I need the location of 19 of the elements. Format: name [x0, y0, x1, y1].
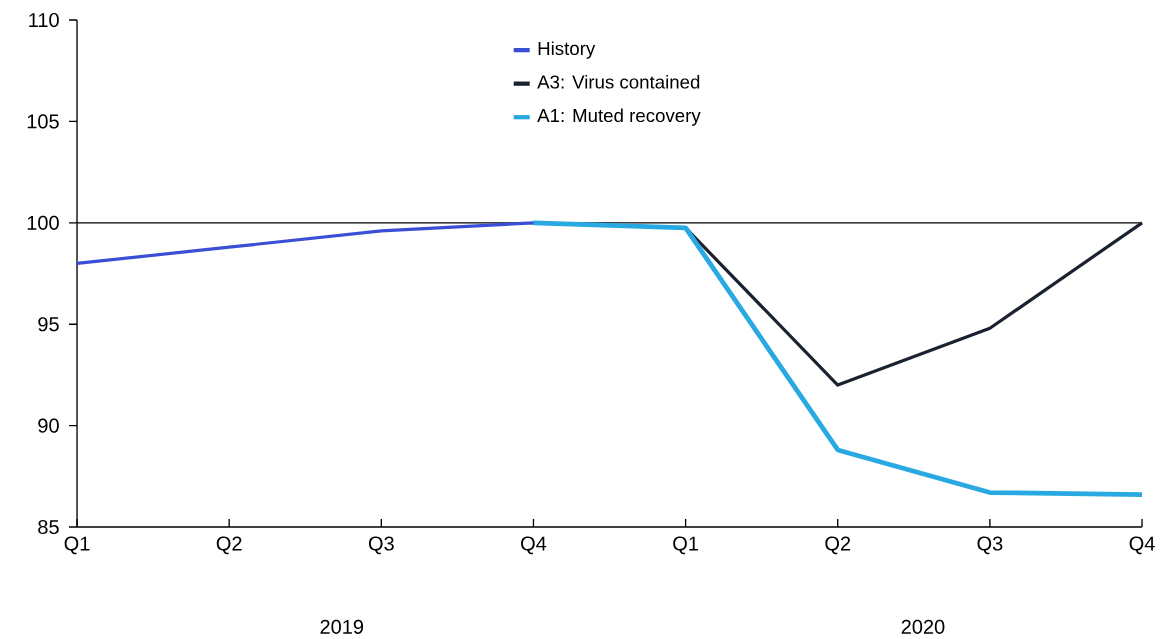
y-tick-label: 90 — [38, 418, 59, 433]
x-tick-label: Q3 — [368, 536, 394, 555]
text: 2020 — [901, 619, 945, 634]
x-tick-label: Q4 — [521, 536, 547, 555]
y-tick-label: 95 — [38, 317, 59, 332]
text: 2019 — [320, 619, 364, 634]
legend-label: A3: Virus contained — [537, 74, 700, 89]
x-tick-label: Q3 — [977, 536, 1003, 555]
legend-label: History — [538, 41, 596, 59]
x-tick-label: Q1 — [673, 536, 698, 555]
x-tick-label: Q2 — [825, 536, 851, 555]
y-tick-label: 110 — [29, 12, 59, 28]
y-tick-label: 105 — [27, 114, 59, 129]
x-tick-label: Q1 — [64, 536, 90, 555]
x-tick-label: Q4 — [1129, 536, 1155, 555]
y-tick-label: 85 — [38, 519, 59, 535]
legend-label: A1: Muted recovery — [537, 108, 701, 126]
x-tick-label: Q2 — [216, 536, 242, 555]
y-tick-label: 100 — [27, 215, 59, 230]
